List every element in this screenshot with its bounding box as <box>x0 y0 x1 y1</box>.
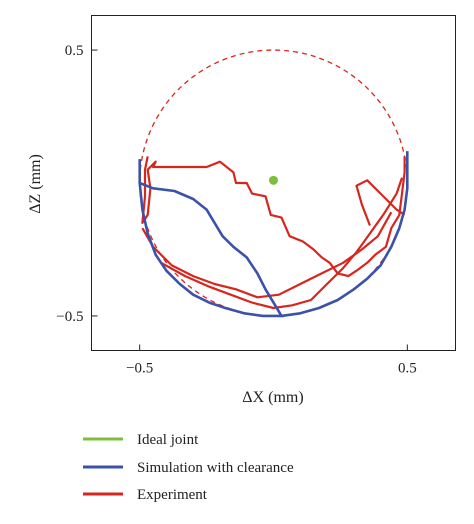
plot-frame <box>91 15 456 351</box>
tick-layer: −0.5 0.5 −0.5 0.5 <box>56 43 416 376</box>
simulation-line <box>138 151 409 318</box>
experiment-line-branch-2 <box>160 177 404 310</box>
y-axis-label: ΔZ (mm) <box>27 154 44 214</box>
legend-label-simulation: Simulation with clearance <box>137 460 294 476</box>
plot-layer <box>138 49 409 318</box>
experiment-line <box>141 156 406 278</box>
y-tick-label-2: 0.5 <box>65 43 84 59</box>
x-tick-label-2: 0.5 <box>398 361 417 377</box>
simulation-line-branch <box>139 181 285 318</box>
legend: Ideal joint Simulation with clearance Ex… <box>83 432 294 503</box>
x-axis-label: ΔX (mm) <box>242 389 303 406</box>
ideal-joint-point <box>269 175 278 185</box>
experiment-line-branch-3 <box>355 179 406 226</box>
legend-label-ideal: Ideal joint <box>137 432 199 448</box>
y-tick-label-1: −0.5 <box>56 309 83 325</box>
x-tick-label-1: −0.5 <box>126 361 153 377</box>
legend-label-experiment: Experiment <box>137 487 208 503</box>
